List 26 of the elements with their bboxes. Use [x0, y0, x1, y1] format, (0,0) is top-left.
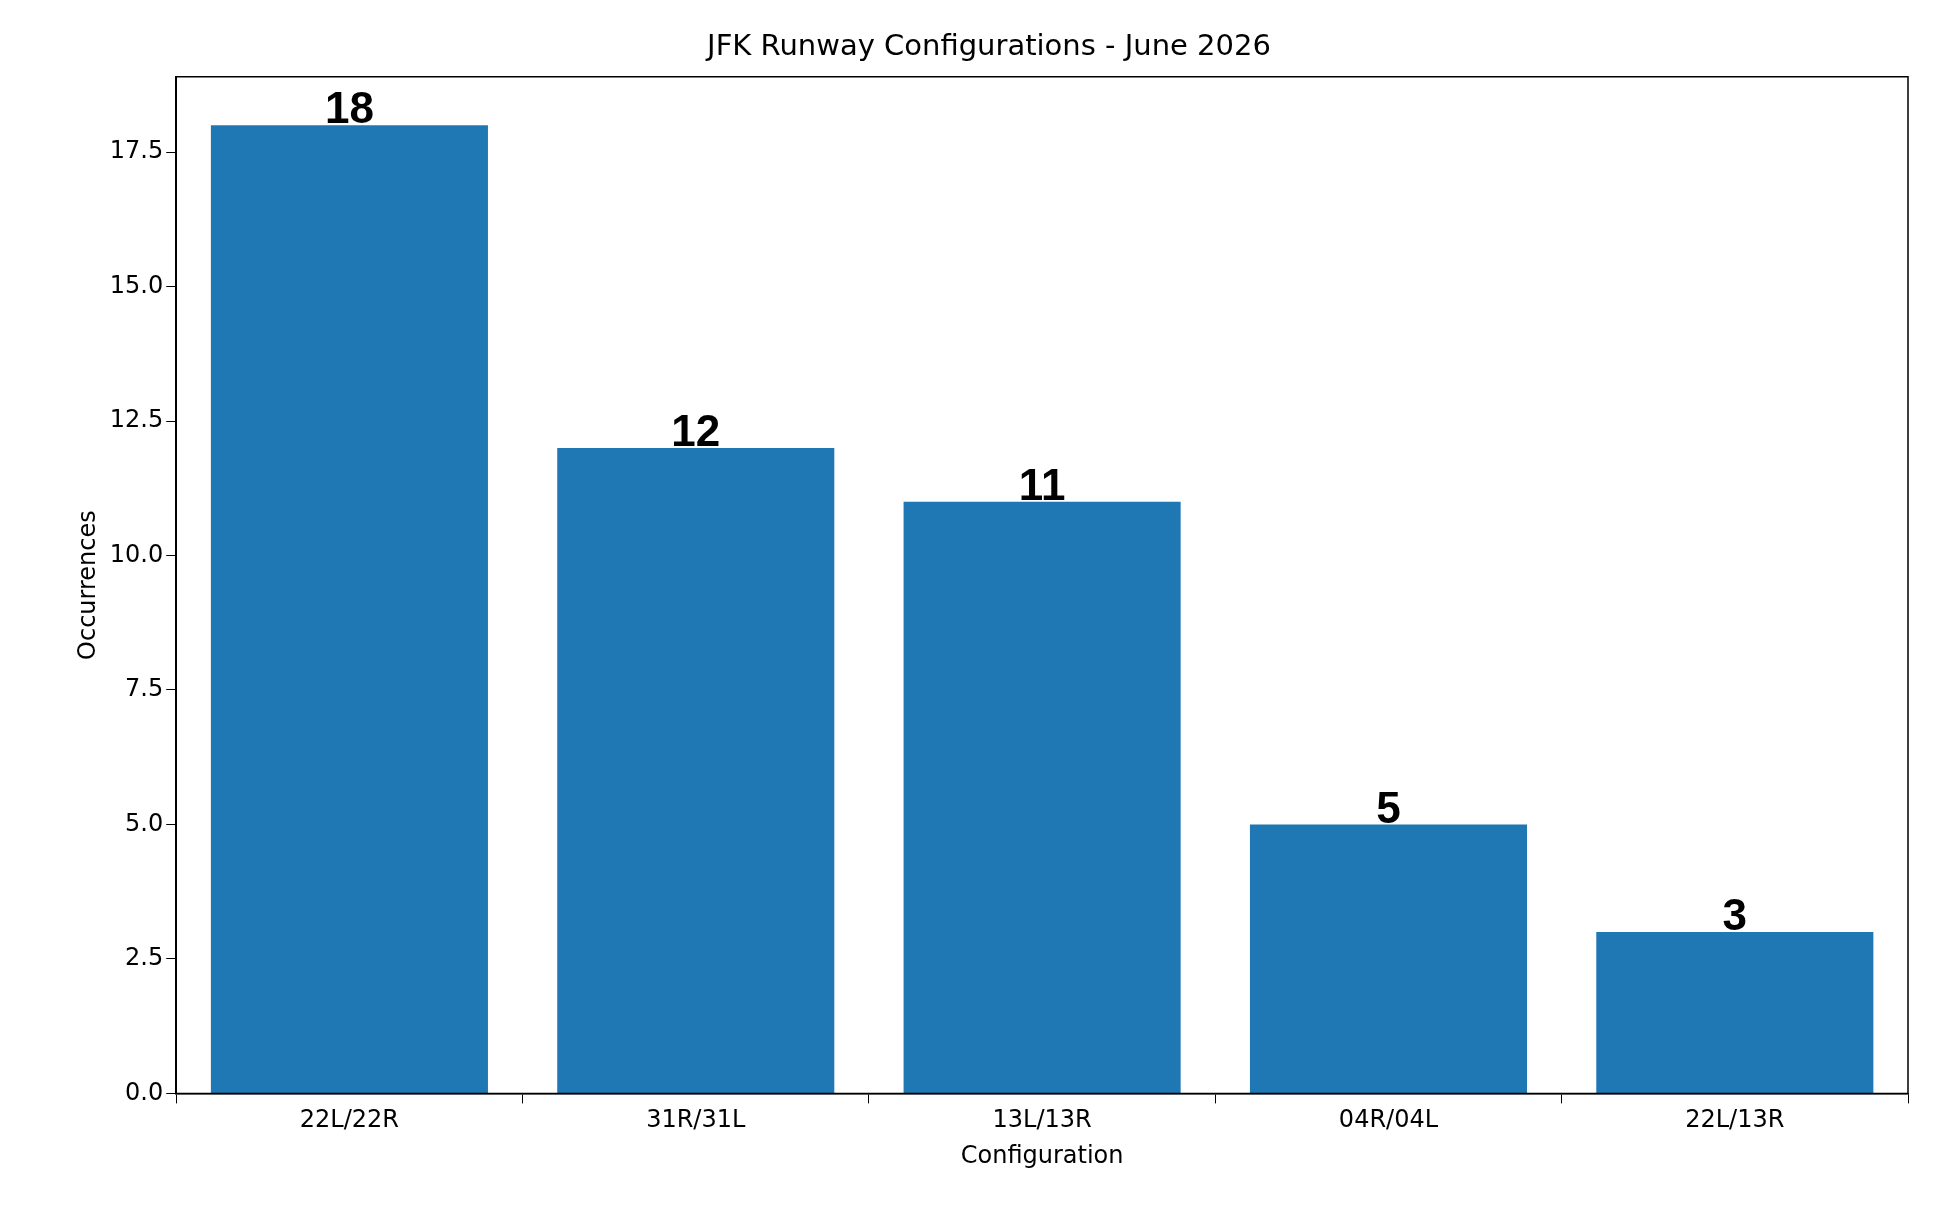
y-tick-label: 15.0	[109, 270, 164, 299]
data-label: 18	[324, 83, 374, 133]
x-tick-label: 13L/13R	[992, 1105, 1092, 1134]
y-tick-label: 2.5	[125, 943, 164, 972]
bar	[903, 501, 1181, 1093]
y-tick-label: 17.5	[109, 136, 164, 165]
chart-title: JFK Runway Configurations - June 2026	[705, 27, 1271, 62]
bar	[1249, 824, 1528, 1093]
y-tick-label: 10.0	[109, 539, 164, 568]
data-label: 3	[1722, 890, 1748, 940]
y-tick-label: 12.5	[109, 405, 164, 434]
x-tick-label: 31R/31L	[646, 1105, 746, 1134]
data-label: 5	[1376, 782, 1401, 832]
data-label: 11	[1018, 459, 1066, 509]
y-tick-label: 5.0	[125, 808, 164, 837]
bar	[1596, 932, 1874, 1093]
bar	[210, 125, 488, 1093]
y-tick-label: 7.5	[125, 674, 164, 703]
y-tick-label: 0.0	[125, 1077, 164, 1106]
x-tick-label: 22L/22R	[299, 1105, 400, 1134]
data-label: 12	[671, 406, 721, 456]
bar	[557, 447, 835, 1093]
y-axis-title: Occurrences	[72, 510, 101, 660]
x-tick-label: 04R/04L	[1338, 1105, 1439, 1134]
x-tick-label: 22L/13R	[1685, 1105, 1785, 1134]
x-axis-title: Configuration	[960, 1140, 1124, 1169]
